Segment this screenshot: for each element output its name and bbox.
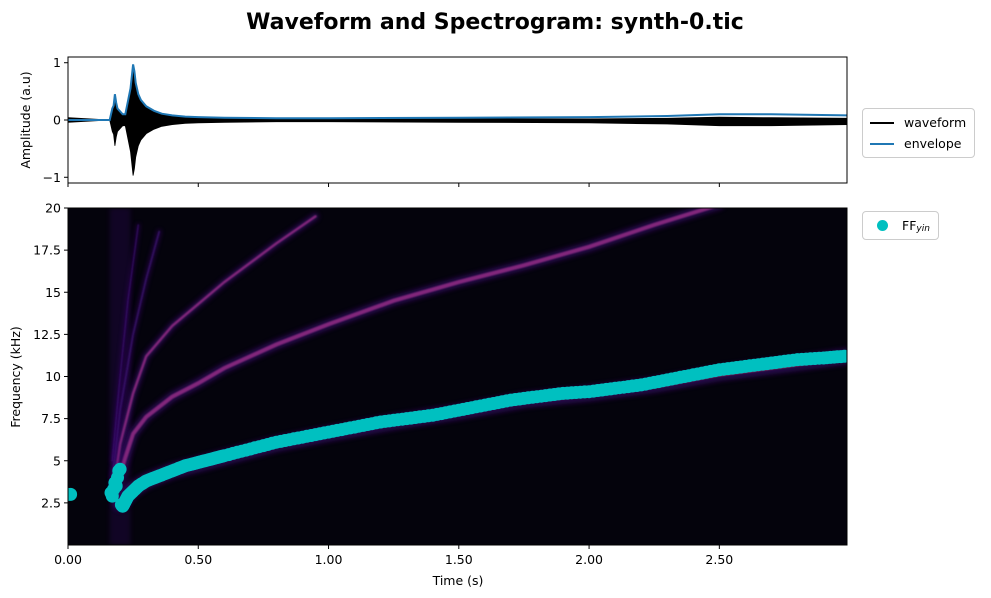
spectrogram-x-tick-label: 1.50	[445, 552, 473, 567]
legend-label-ff-subscript: yin	[916, 223, 930, 234]
waveform-y-tick-label: 1	[53, 55, 61, 70]
ff-yin-point	[113, 462, 127, 476]
spectrogram-x-tick-label: 2.00	[575, 552, 603, 567]
legend-label-ff: FF	[902, 218, 917, 233]
spectrogram-y-ticks: 2.5 5 7.5 10 12.5 15 17.5 20	[33, 201, 68, 510]
ff-yin-points	[68, 349, 847, 513]
harmonic-band	[111, 230, 160, 479]
spectrogram-x-ticks: 0.00 0.50 1.00 1.50 2.00 2.50	[54, 545, 733, 567]
spectrogram-legend: FF yin	[862, 211, 939, 240]
envelope-line	[68, 64, 848, 121]
ff-yin-point	[834, 350, 847, 364]
waveform-x-ticks	[67, 183, 720, 187]
legend-item-waveform: waveform	[870, 112, 966, 133]
waveform-y-tick-label: −1	[43, 170, 61, 185]
waveform-y-axis-label: Amplitude (a.u)	[18, 71, 33, 168]
spectrogram-y-tick-label: 10	[45, 369, 61, 384]
spectrogram-x-axis-label: Time (s)	[432, 573, 484, 588]
harmonic-band	[112, 208, 716, 494]
spectrogram-y-tick-label: 5	[53, 453, 61, 468]
legend-swatch-waveform	[870, 121, 894, 124]
waveform-line	[67, 65, 848, 176]
legend-swatch-ff-yin	[877, 220, 888, 231]
figure-title: Waveform and Spectrogram: synth-0.tic	[246, 10, 744, 35]
spectrogram-y-tick-label: 12.5	[33, 327, 61, 342]
spectrogram-y-tick-label: 20	[45, 201, 61, 216]
spectrogram-y-tick-label: 2.5	[41, 495, 61, 510]
waveform-y-ticks: −1 0 1	[43, 55, 68, 185]
spectrogram-x-tick-label: 0.00	[54, 552, 82, 567]
spectrogram-x-tick-label: 2.50	[705, 552, 733, 567]
harmonic-band	[111, 224, 139, 462]
waveform-plot-area	[67, 64, 848, 176]
spectrogram-y-tick-label: 7.5	[41, 411, 61, 426]
legend-label-envelope: envelope	[904, 136, 962, 151]
ff-yin-point	[68, 487, 78, 501]
spectrogram-y-axis-label: Frequency (kHz)	[8, 326, 23, 428]
harmonic-band	[111, 215, 317, 496]
legend-swatch-envelope	[870, 142, 894, 145]
legend-item-envelope: envelope	[870, 133, 966, 154]
waveform-legend: waveform envelope	[862, 108, 976, 158]
spectrogram-x-tick-label: 1.00	[315, 552, 343, 567]
spectrogram-y-tick-label: 17.5	[33, 243, 61, 258]
spectrogram-axes: 2.5 5 7.5 10 12.5 15 17.5 20 0.00 0.50 1.00 1.50 2.…	[8, 201, 848, 588]
spectrogram-y-tick-label: 15	[45, 285, 61, 300]
waveform-axes: −1 0 1 Amplitude (a.u)	[18, 55, 848, 187]
legend-item-ff-yin: FF yin	[870, 215, 930, 236]
waveform-y-tick-label: 0	[53, 113, 61, 128]
spectrogram-x-tick-label: 0.50	[184, 552, 212, 567]
legend-label-waveform: waveform	[904, 115, 967, 130]
